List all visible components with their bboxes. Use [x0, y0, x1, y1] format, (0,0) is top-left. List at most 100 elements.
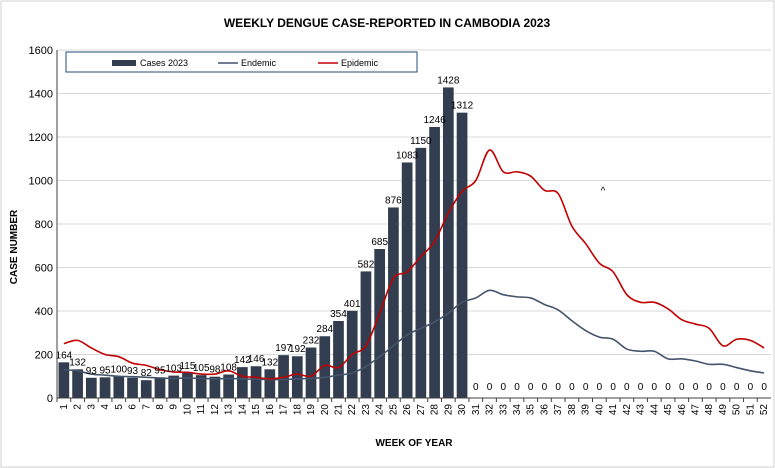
data-label: 0 — [679, 382, 685, 393]
data-label: 0 — [597, 382, 603, 393]
x-axis-title: WEEK OF YEAR — [375, 438, 453, 449]
bar — [415, 147, 427, 398]
data-label: 100 — [110, 364, 127, 375]
data-label: 0 — [473, 382, 479, 393]
x-tick-label: 36 — [539, 404, 550, 416]
data-label: 132 — [69, 357, 86, 368]
x-tick-label: 37 — [553, 404, 564, 416]
data-label: 0 — [706, 382, 712, 393]
legend-label-epidemic: Epidemic — [341, 58, 379, 68]
x-tick-label: 49 — [718, 404, 729, 416]
x-tick-label: 7 — [141, 404, 152, 410]
data-label: 0 — [734, 382, 740, 393]
data-label: 582 — [358, 259, 375, 270]
bar — [168, 375, 180, 398]
data-label: 0 — [638, 382, 644, 393]
x-tick-label: 5 — [114, 404, 125, 410]
y-tick-label: 400 — [35, 306, 53, 318]
x-tick-label: 30 — [457, 404, 468, 416]
x-tick-label: 51 — [745, 404, 756, 416]
x-tick-label: 39 — [581, 404, 592, 416]
bar — [223, 374, 234, 398]
x-tick-label: 14 — [237, 404, 248, 416]
bar — [264, 369, 276, 398]
data-label: 0 — [555, 382, 561, 393]
data-label: 1150 — [410, 136, 432, 147]
bar — [319, 336, 331, 398]
bar-series-cases-2023 — [58, 87, 468, 399]
x-tick-label: 16 — [265, 404, 276, 416]
x-tick-label: 50 — [732, 404, 743, 416]
data-label: 0 — [542, 382, 548, 393]
x-tick-label: 31 — [471, 404, 482, 416]
bar — [250, 366, 262, 398]
data-label: 1246 — [423, 115, 446, 126]
x-tick-label: 20 — [320, 404, 331, 416]
data-label: 354 — [330, 309, 347, 320]
x-tick-label: 11 — [196, 404, 207, 415]
x-tick-label: 45 — [663, 404, 674, 416]
x-tick-label: 26 — [402, 404, 413, 416]
legend-label-cases-2023: Cases 2023 — [140, 58, 188, 68]
x-tick-label: 6 — [128, 404, 139, 410]
x-tick-label: 19 — [306, 404, 317, 416]
x-tick-label: 1 — [59, 404, 70, 410]
data-label: 0 — [528, 382, 534, 393]
data-label: 0 — [665, 382, 671, 393]
data-label: 0 — [761, 382, 767, 393]
x-tick-label: 21 — [333, 404, 344, 416]
data-label: 0 — [514, 382, 520, 393]
data-label: 164 — [56, 350, 73, 361]
bar — [429, 126, 440, 399]
legend-box — [65, 51, 418, 73]
data-label: 685 — [371, 237, 388, 248]
data-label: 876 — [385, 195, 402, 206]
y-tick-label: 1200 — [29, 132, 53, 144]
x-tick-label: 44 — [649, 404, 660, 416]
y-tick-label: 600 — [35, 263, 53, 275]
x-tick-label: 41 — [608, 404, 619, 416]
x-tick-label: 48 — [704, 404, 715, 416]
data-label: 146 — [248, 354, 265, 365]
data-label: 0 — [720, 382, 726, 393]
legend: Cases 2023 Endemic Epidemic — [65, 51, 418, 73]
bar — [58, 362, 70, 398]
x-tick-label: 2 — [73, 404, 84, 410]
bar — [333, 321, 344, 398]
bar — [127, 377, 138, 398]
x-tick-label: 25 — [388, 404, 399, 416]
bar — [374, 249, 386, 398]
bar — [456, 112, 468, 398]
data-label: 95 — [99, 365, 111, 376]
data-label: 192 — [289, 344, 306, 355]
y-tick-label: 1000 — [29, 176, 53, 188]
bar — [85, 377, 97, 398]
legend-swatch-cases-2023 — [112, 60, 136, 66]
x-tick-label: 17 — [279, 404, 290, 416]
bar — [305, 347, 317, 398]
x-tick-label: 35 — [526, 404, 537, 416]
data-label: 93 — [86, 366, 98, 377]
data-label: 98 — [209, 365, 221, 376]
bar — [154, 377, 166, 398]
x-tick-label: 34 — [512, 404, 523, 416]
x-tick-label: 52 — [759, 404, 770, 416]
y-axis-title: CASE NUMBER — [9, 209, 20, 284]
bar — [442, 87, 454, 398]
bar — [209, 376, 221, 398]
data-label: 0 — [583, 382, 589, 393]
bar — [237, 367, 248, 398]
data-label: 284 — [316, 324, 333, 335]
data-label: 142 — [234, 355, 251, 366]
bar — [195, 375, 207, 398]
data-label: 103 — [165, 364, 182, 375]
x-tick-label: 32 — [485, 404, 496, 416]
gridlines — [57, 49, 771, 355]
data-label: 0 — [487, 382, 493, 393]
x-tick-label: 18 — [292, 404, 303, 416]
data-label: 115 — [179, 361, 195, 372]
